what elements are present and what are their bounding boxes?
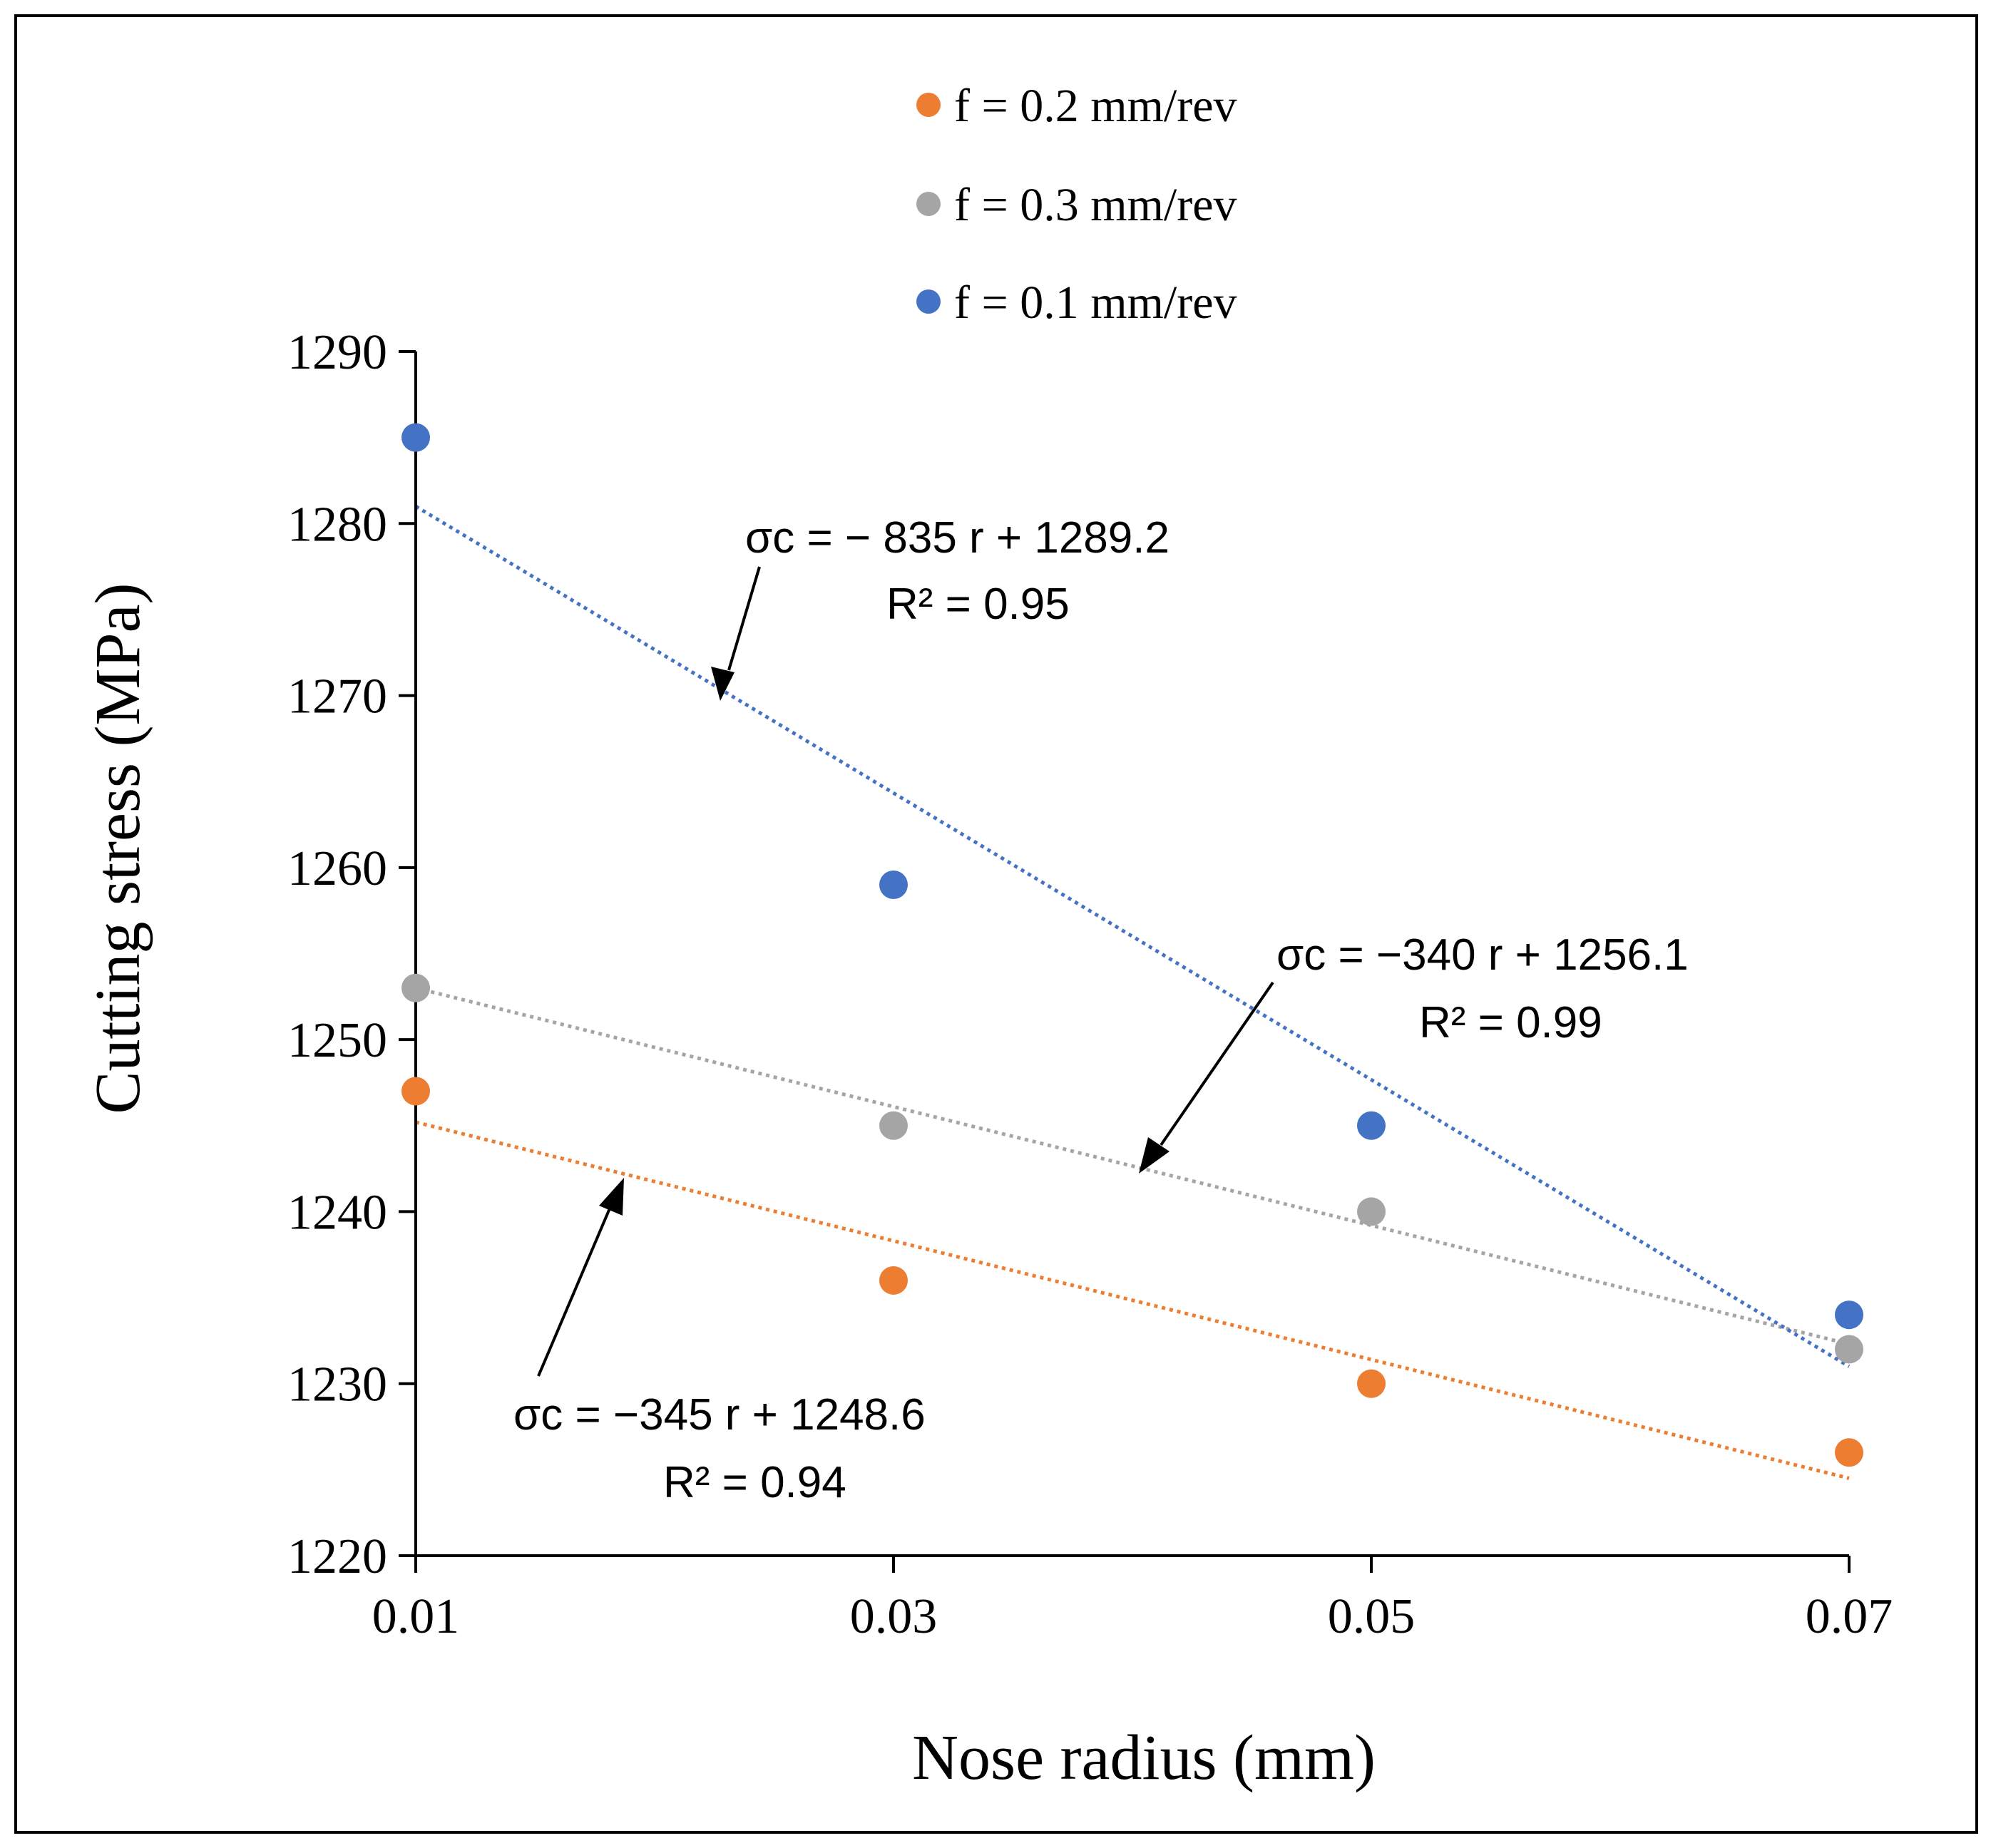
y-tick-label: 1260 [287, 841, 387, 896]
x-axis-title: Nose radius (mm) [912, 1723, 1376, 1793]
legend-label-0: f = 0.2 mm/rev [954, 80, 1237, 132]
annotation-arrows [537, 566, 1274, 1377]
legend-marker-1 [916, 192, 941, 216]
data-point-orange [1835, 1438, 1863, 1467]
data-point-blue [879, 870, 908, 899]
annotation-blue-equation: σc = − 835 r + 1289.2 [745, 513, 1169, 563]
y-tick-label: 1230 [287, 1357, 387, 1412]
trendlines [414, 505, 1851, 1480]
data-points [401, 423, 1863, 1467]
data-point-blue [401, 423, 430, 452]
legend-label-1: f = 0.3 mm/rev [954, 179, 1237, 231]
data-point-gray [1835, 1335, 1863, 1364]
x-tick-label: 0.01 [372, 1589, 460, 1644]
x-tick-label: 0.05 [1328, 1589, 1416, 1644]
arrow-gray-shaft [1160, 981, 1274, 1146]
trendline-gray [415, 986, 1850, 1346]
y-tick-label: 1270 [287, 669, 387, 724]
data-point-blue [1357, 1111, 1386, 1140]
y-tick-label: 1250 [287, 1013, 387, 1068]
y-tick-label: 1290 [287, 325, 387, 380]
annotation-orange-equation: σc = −345 r + 1248.6 [513, 1390, 926, 1439]
annotation-gray: σc = −340 r + 1256.1 R² = 0.99 [1276, 930, 1689, 1047]
arrow-orange-shaft [537, 1208, 611, 1377]
annotation-blue: σc = − 835 r + 1289.2 R² = 0.95 [745, 513, 1169, 629]
arrow-gray-head [1139, 1137, 1169, 1174]
annotation-orange-r2: R² = 0.94 [663, 1458, 846, 1507]
y-tick-label: 1280 [287, 497, 387, 552]
arrow-blue-head [711, 667, 735, 701]
annotation-gray-equation: σc = −340 r + 1256.1 [1276, 930, 1689, 980]
chart-border [14, 14, 1978, 1834]
legend-marker-0 [916, 93, 941, 117]
y-axis-title: Cutting stress (MPa) [83, 582, 153, 1114]
data-point-orange [401, 1077, 430, 1106]
y-tick-label: 1220 [287, 1529, 387, 1584]
data-point-gray [879, 1111, 908, 1140]
annotation-blue-r2: R² = 0.95 [886, 580, 1070, 629]
arrow-orange-head [599, 1178, 624, 1216]
data-point-orange [1357, 1369, 1386, 1398]
x-tick-label: 0.07 [1806, 1589, 1893, 1644]
legend-label-2: f = 0.1 mm/rev [954, 277, 1237, 329]
data-point-gray [1357, 1197, 1386, 1226]
legend-marker-2 [916, 289, 941, 314]
axes: 1220 1230 1240 1250 1260 1270 1280 1290 0.01 0.03… [287, 325, 1893, 1644]
legend: f = 0.2 mm/rev f = 0.3 mm/rev f = 0.1 mm… [916, 80, 1237, 329]
x-tick-label: 0.03 [850, 1589, 938, 1644]
data-point-blue [1835, 1300, 1863, 1330]
data-point-gray [401, 973, 430, 1002]
annotation-orange: σc = −345 r + 1248.6 R² = 0.94 [513, 1390, 926, 1507]
arrow-blue-shaft [727, 566, 761, 671]
trendline-orange [415, 1120, 1850, 1480]
annotation-gray-r2: R² = 0.99 [1419, 998, 1602, 1047]
y-tick-label: 1240 [287, 1185, 387, 1240]
data-point-orange [879, 1266, 908, 1295]
